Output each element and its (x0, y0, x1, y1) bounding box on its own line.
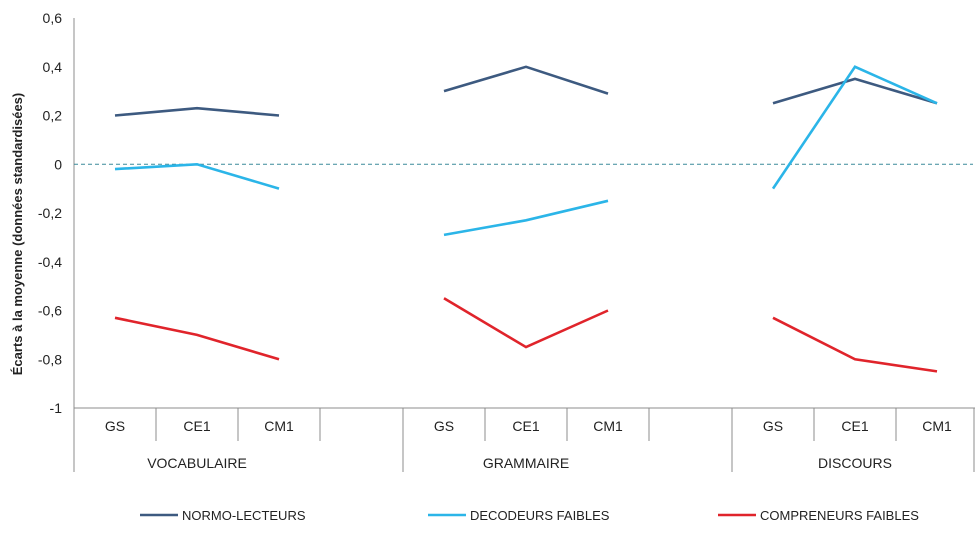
x-tick-label: CE1 (512, 418, 539, 434)
legend-label: COMPRENEURS FAIBLES (760, 508, 919, 523)
group-label: DISCOURS (818, 455, 892, 471)
x-tick-label: CE1 (183, 418, 210, 434)
y-tick-label: 0,2 (43, 108, 63, 124)
y-tick-label: -0,4 (38, 254, 62, 270)
x-tick-label: CM1 (922, 418, 952, 434)
axes: 0,6 0,4 0,2 0 -0,2 -0,4 -0,6 -0,8 -1 GS CE1 CM1 VOCA… (38, 10, 975, 472)
y-tick-label: -0,6 (38, 303, 62, 319)
x-tick-label: GS (434, 418, 454, 434)
group-label: VOCABULAIRE (147, 455, 247, 471)
x-tick-label: GS (105, 418, 125, 434)
series-line-normo-lecteurs (114, 106, 280, 117)
series-lines (114, 65, 938, 373)
y-tick-label: 0,6 (43, 10, 63, 26)
legend-label: DECODEURS FAIBLES (470, 508, 610, 523)
x-tick-label: CM1 (593, 418, 623, 434)
legend: NORMO-LECTEURS DECODEURS FAIBLES COMPRENEU… (140, 508, 919, 523)
series-line-compreneurs-faibles (114, 316, 280, 361)
x-tick-label: CE1 (841, 418, 868, 434)
series-line-decodeurs-faibles (771, 65, 938, 190)
x-tick-label: GS (763, 418, 783, 434)
y-axis-label: Écarts à la moyenne (données standardisé… (10, 93, 25, 376)
series-line-normo-lecteurs (772, 77, 938, 105)
x-tick-label: CM1 (264, 418, 294, 434)
y-tick-label: -0,8 (38, 351, 62, 367)
y-tick-label: 0 (54, 156, 62, 172)
y-tick-label: -1 (50, 400, 63, 416)
series-line-normo-lecteurs (443, 65, 609, 95)
series-line-compreneurs-faibles (443, 297, 609, 349)
series-line-compreneurs-faibles (772, 316, 938, 373)
group-label: GRAMMAIRE (483, 455, 569, 471)
y-tick-label: 0,4 (43, 59, 63, 75)
y-tick-label: -0,2 (38, 205, 62, 221)
series-line-decodeurs-faibles (443, 199, 609, 237)
series-line-decodeurs-faibles (114, 162, 280, 190)
legend-label: NORMO-LECTEURS (182, 508, 306, 523)
